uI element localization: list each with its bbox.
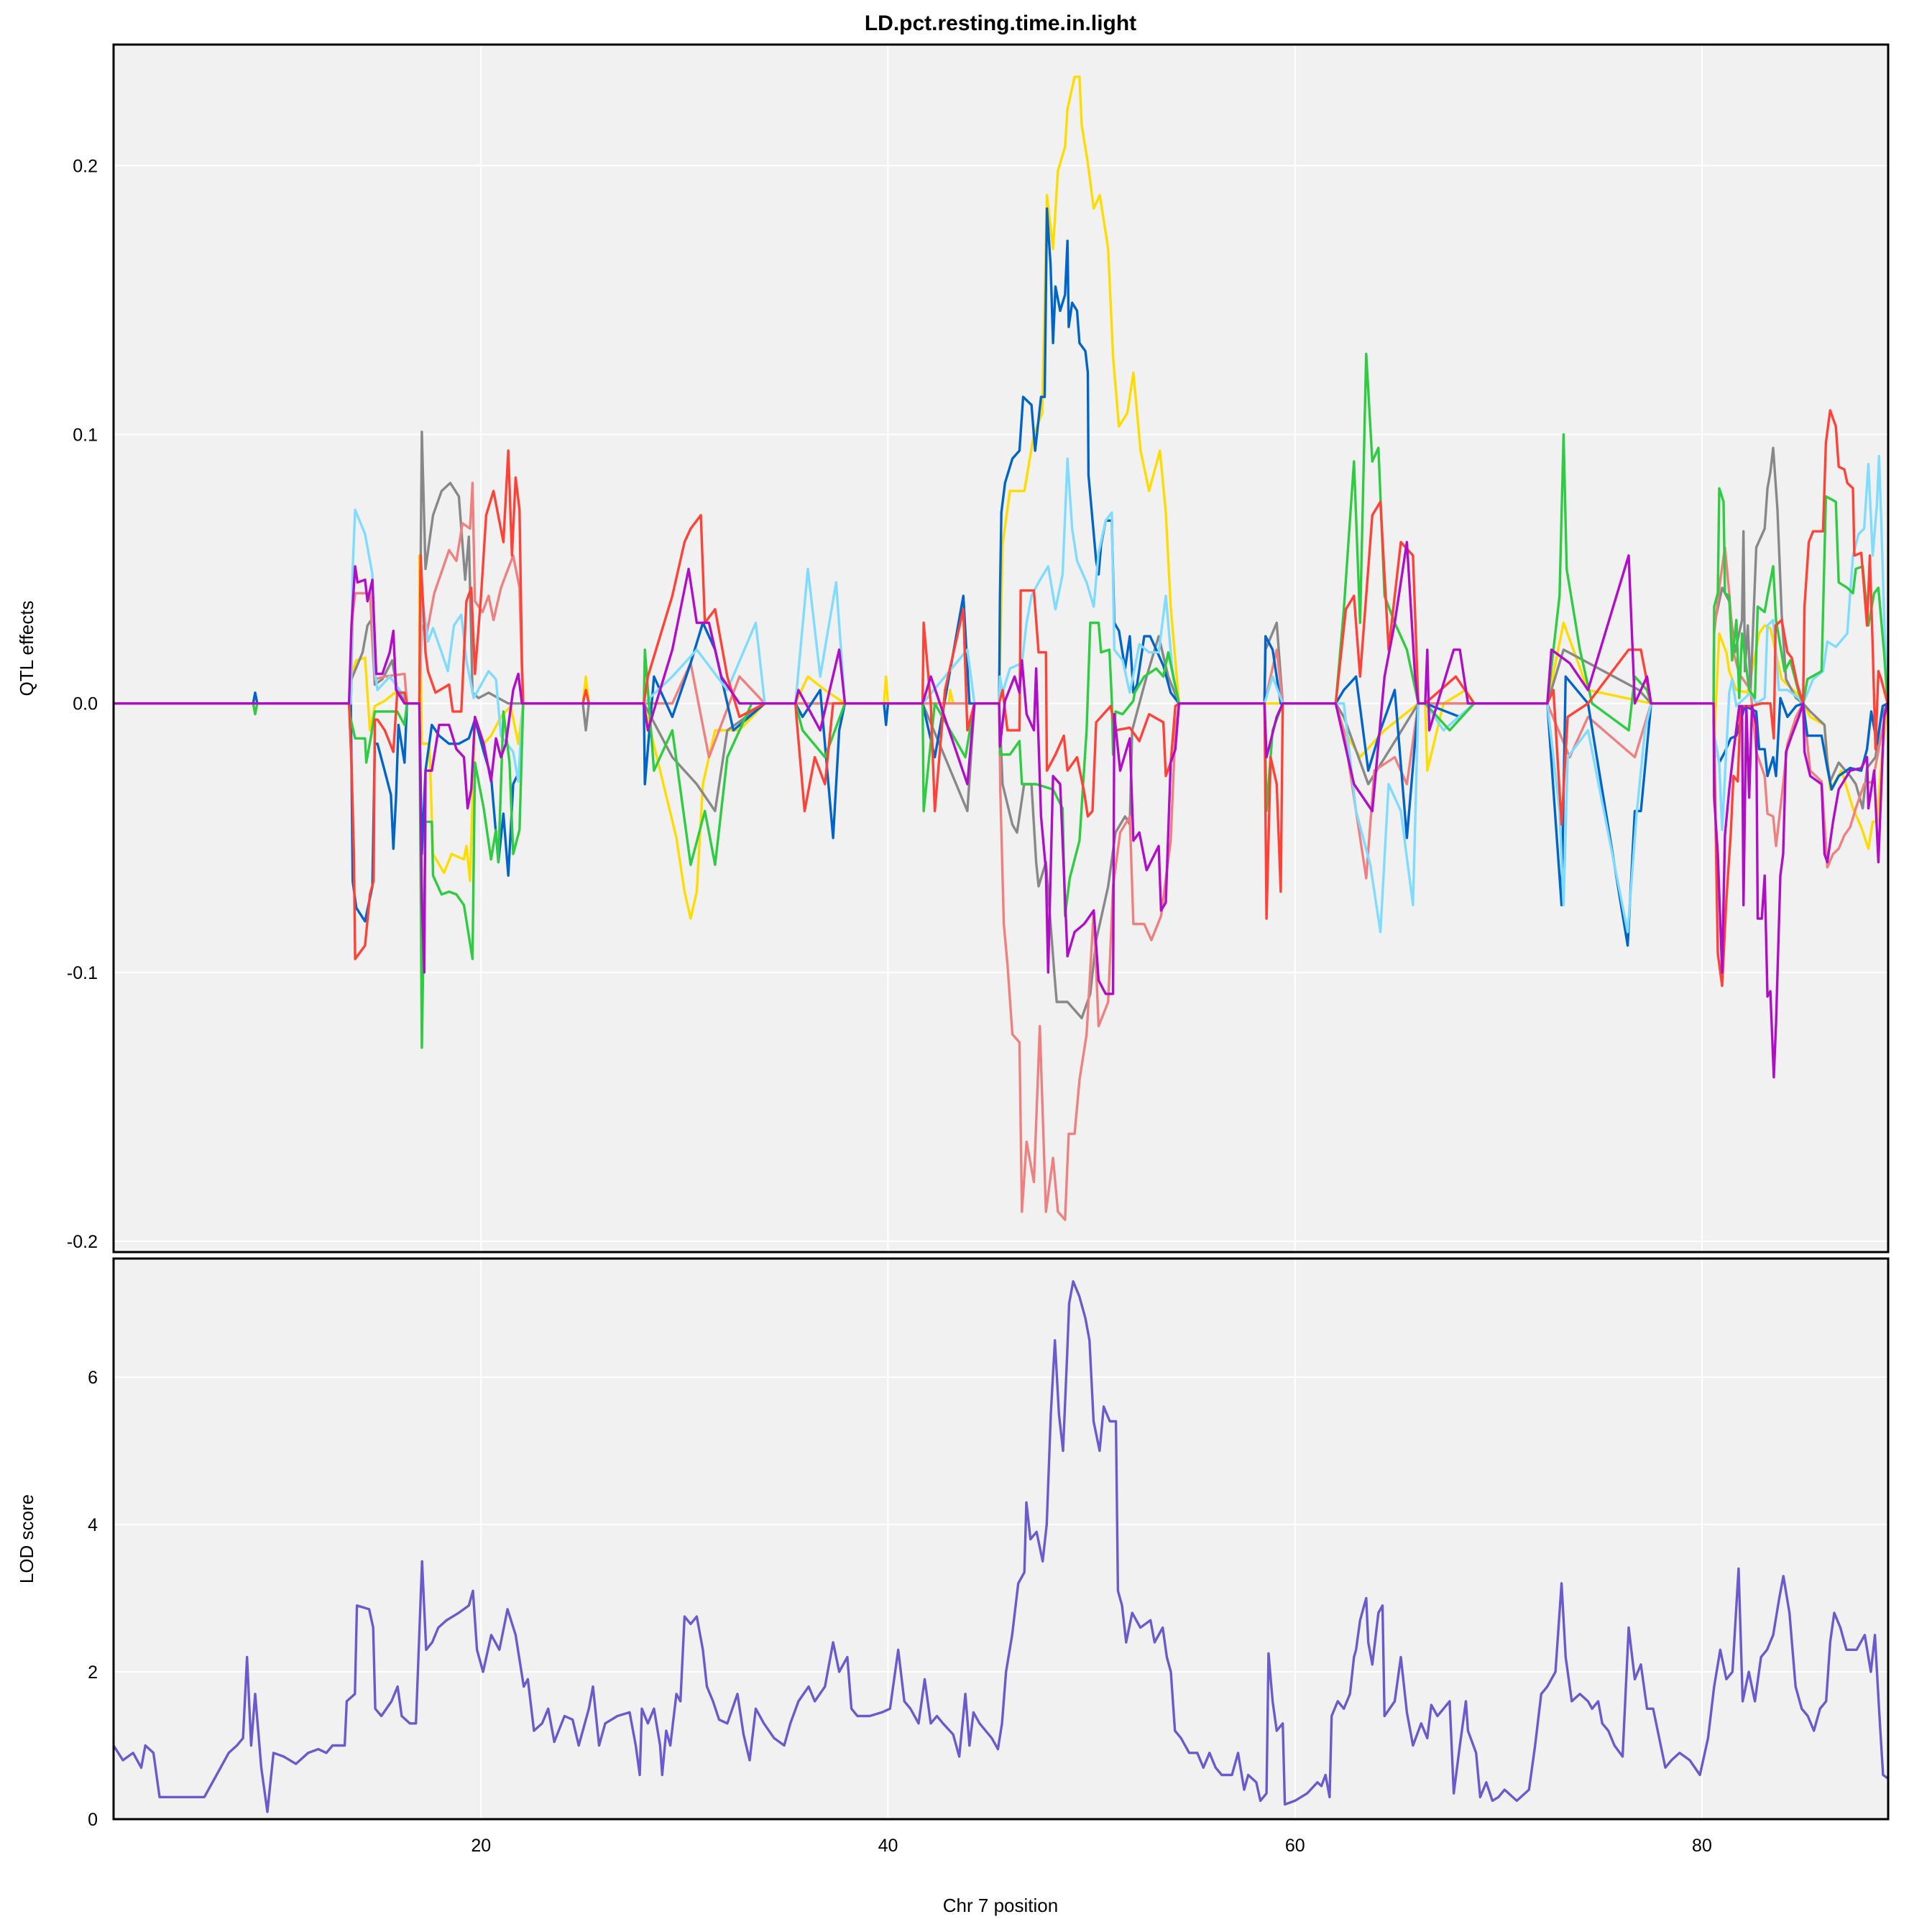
y-tick-label: -0.1 bbox=[67, 963, 98, 983]
x-tick-label: 40 bbox=[878, 1836, 898, 1856]
lod-panel: 0 2 4 6 20 40 60 80 bbox=[88, 1257, 1890, 1856]
effect-series-line-5 bbox=[114, 352, 1889, 1049]
y-tick-label: 4 bbox=[88, 1515, 98, 1535]
y-tick-label: 0.2 bbox=[73, 156, 98, 176]
x-axis-label: Chr 7 position bbox=[943, 1895, 1058, 1916]
panel-border bbox=[112, 1257, 1890, 1821]
effect-series-line-7 bbox=[114, 540, 1889, 1079]
lod-y-axis-label: LOD score bbox=[16, 1494, 37, 1583]
x-tick-label: 60 bbox=[1285, 1836, 1305, 1856]
effect-series-line-4 bbox=[114, 454, 1889, 934]
effects-y-axis-label: QTL effects bbox=[16, 601, 37, 696]
effects-panel: -0.2 -0.1 0.0 0.1 0.2 bbox=[67, 43, 1890, 1254]
chart-title: LD.pct.resting.time.in.light bbox=[865, 12, 1136, 35]
y-tick-label: 0 bbox=[88, 1810, 98, 1830]
y-tick-label: 6 bbox=[88, 1368, 98, 1388]
panel-border bbox=[112, 43, 1890, 1254]
x-tick-label: 80 bbox=[1692, 1836, 1712, 1856]
y-tick-label: -0.2 bbox=[67, 1232, 98, 1252]
y-tick-label: 0.1 bbox=[73, 426, 98, 446]
effect-series-line-6 bbox=[114, 409, 1889, 988]
y-tick-label: 2 bbox=[88, 1662, 98, 1683]
lod-curve bbox=[112, 1280, 1889, 1813]
effect-series-line-1 bbox=[114, 431, 1889, 1020]
x-tick-label: 20 bbox=[471, 1836, 491, 1856]
y-tick-label: 0.0 bbox=[73, 694, 98, 714]
